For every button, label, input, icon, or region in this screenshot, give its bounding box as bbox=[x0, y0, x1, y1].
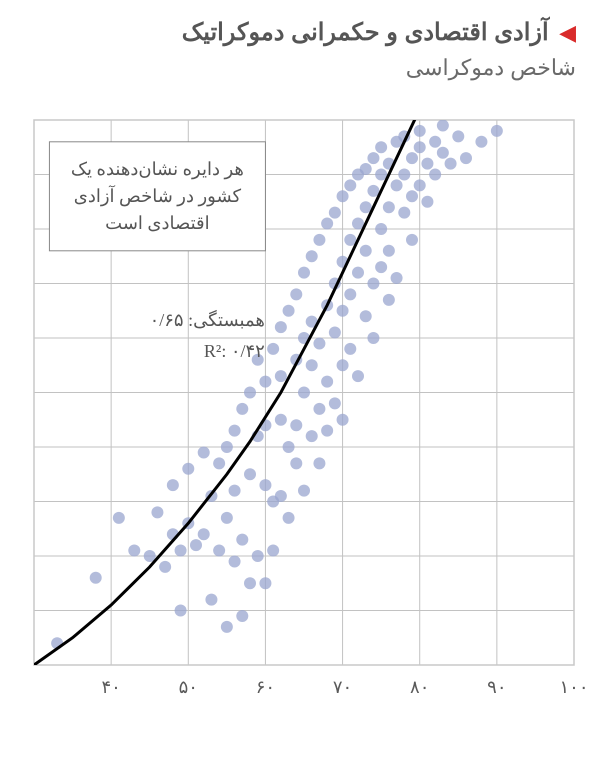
x-tick-label: ۷۰ bbox=[325, 677, 361, 698]
x-tick-label: ۱۰۰ bbox=[556, 677, 592, 698]
chart-title: آزادی اقتصادی و حکمرانی دموکراتیک bbox=[182, 19, 549, 46]
stats-text: همبستگی: ۰/۶۵R²: ۰/۴۲ bbox=[65, 305, 265, 366]
chart-subtitle: شاخص دموکراسی bbox=[406, 55, 576, 80]
x-tick-label: ۹۰ bbox=[479, 677, 515, 698]
bullet-icon: ◀ bbox=[559, 20, 576, 45]
x-tick-label: ۵۰ bbox=[170, 677, 206, 698]
chart-subtitle-row: شاخص دموکراسی bbox=[0, 51, 600, 95]
annotation-box-text: هر دایره نشان‌دهنده یک کشور در شاخص آزاد… bbox=[49, 142, 265, 251]
x-tick-label: ۶۰ bbox=[247, 677, 283, 698]
scatter-chart: هر دایره نشان‌دهنده یک کشور در شاخص آزاد… bbox=[24, 110, 584, 695]
x-tick-label: ۸۰ bbox=[402, 677, 438, 698]
x-tick-label: ۴۰ bbox=[93, 677, 129, 698]
chart-title-row: ◀ آزادی اقتصادی و حکمرانی دموکراتیک bbox=[0, 0, 600, 51]
correlation-label: همبستگی: ۰/۶۵ bbox=[65, 305, 265, 336]
r-squared-label: R²: ۰/۴۲ bbox=[65, 336, 265, 367]
